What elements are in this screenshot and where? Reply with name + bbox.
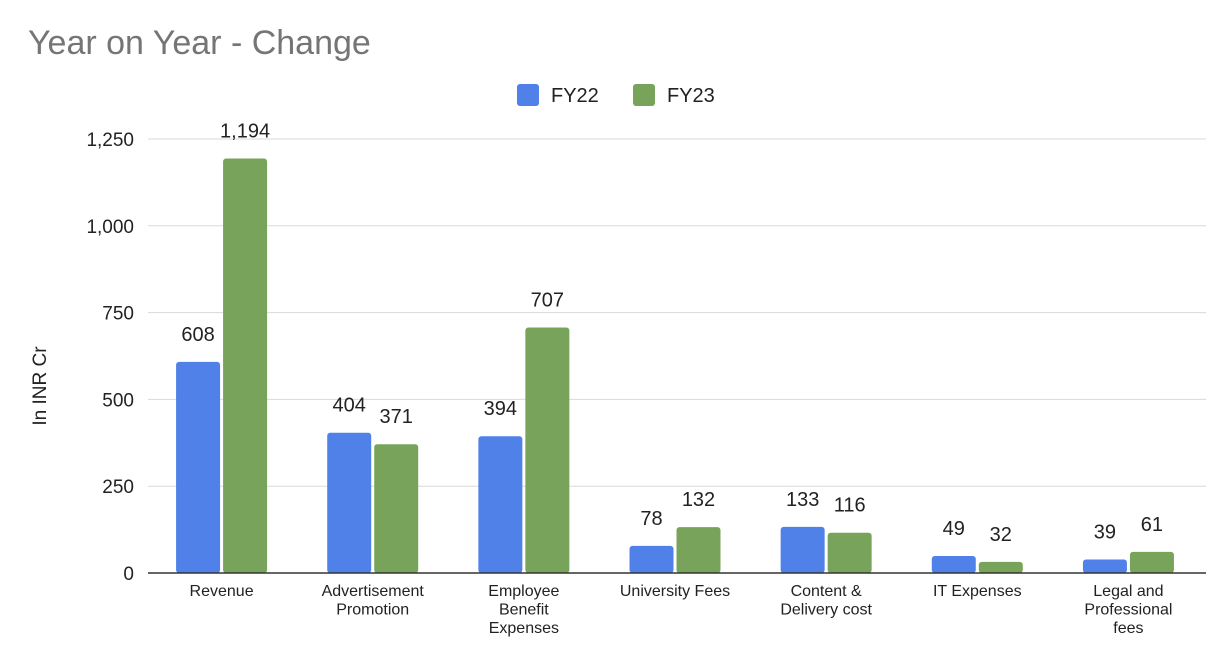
- data-labels: 608 1,194 404 371 394 707 78 132 133 116 49 32 39 61: [181, 120, 1163, 545]
- bar-fy23: [676, 527, 721, 573]
- x-tick-label: Professional: [1084, 602, 1172, 619]
- data-label: 116: [834, 495, 866, 517]
- bar-fy22: [478, 436, 523, 573]
- bar-fy23: [827, 532, 872, 573]
- data-label: 32: [990, 524, 1012, 546]
- bars: [176, 158, 1174, 573]
- x-tick-label: Promotion: [336, 602, 409, 619]
- bar-fy23: [374, 444, 419, 573]
- gridlines: [148, 138, 1206, 487]
- legend-swatch: [517, 84, 539, 106]
- data-label: 61: [1141, 514, 1163, 536]
- y-tick-label: 1,250: [86, 130, 134, 151]
- x-tick-label: Employee: [488, 583, 559, 600]
- bar-fy22: [327, 432, 372, 573]
- bar-fy22: [780, 526, 825, 573]
- legend-swatch: [633, 84, 655, 106]
- x-axis-labels: Revenue Advertisement Promotion Employee Ben…: [190, 583, 1173, 637]
- data-label: 608: [181, 324, 214, 346]
- y-axis-ticks: 0 250 500 750 1,000 1,250: [86, 130, 134, 585]
- y-axis-title: In INR Cr: [30, 346, 51, 426]
- data-label: 371: [380, 406, 413, 428]
- chart-title: Year on Year - Change: [28, 24, 371, 62]
- x-tick-label: Advertisement: [322, 583, 425, 600]
- x-tick-label: University Fees: [620, 583, 730, 600]
- bar-fy23: [978, 561, 1023, 573]
- legend-label: FY22: [551, 85, 599, 107]
- x-tick-label: Expenses: [489, 620, 559, 637]
- data-label: 394: [484, 398, 517, 420]
- data-label: 78: [640, 508, 662, 530]
- y-tick-label: 250: [102, 477, 134, 498]
- data-label: 707: [531, 290, 564, 312]
- x-tick-label: Revenue: [190, 583, 254, 600]
- data-label: 404: [333, 395, 366, 417]
- y-tick-label: 0: [123, 564, 134, 585]
- x-tick-label: Delivery cost: [780, 602, 872, 619]
- bar-fy23: [223, 158, 268, 573]
- x-tick-label: IT Expenses: [933, 583, 1022, 600]
- data-label: 39: [1094, 521, 1116, 543]
- bar-fy23: [1129, 551, 1174, 573]
- y-tick-label: 750: [102, 304, 134, 325]
- y-tick-label: 1,000: [86, 217, 134, 238]
- legend: FY22 FY23: [517, 84, 715, 107]
- x-tick-label: Content &: [791, 583, 862, 600]
- bar-fy22: [931, 555, 976, 573]
- bar-fy22: [629, 545, 674, 573]
- bar-fy23: [525, 327, 570, 573]
- legend-label: FY23: [667, 85, 715, 107]
- data-label: 49: [943, 518, 965, 540]
- data-label: 1,194: [220, 120, 270, 142]
- x-tick-label: Legal and: [1093, 583, 1163, 600]
- bar-fy22: [176, 361, 221, 573]
- x-tick-label: Benefit: [499, 602, 549, 619]
- x-tick-label: fees: [1113, 620, 1143, 637]
- bar-fy22: [1082, 559, 1127, 573]
- y-tick-label: 500: [102, 390, 134, 411]
- data-label: 132: [682, 489, 715, 511]
- data-label: 133: [786, 489, 819, 511]
